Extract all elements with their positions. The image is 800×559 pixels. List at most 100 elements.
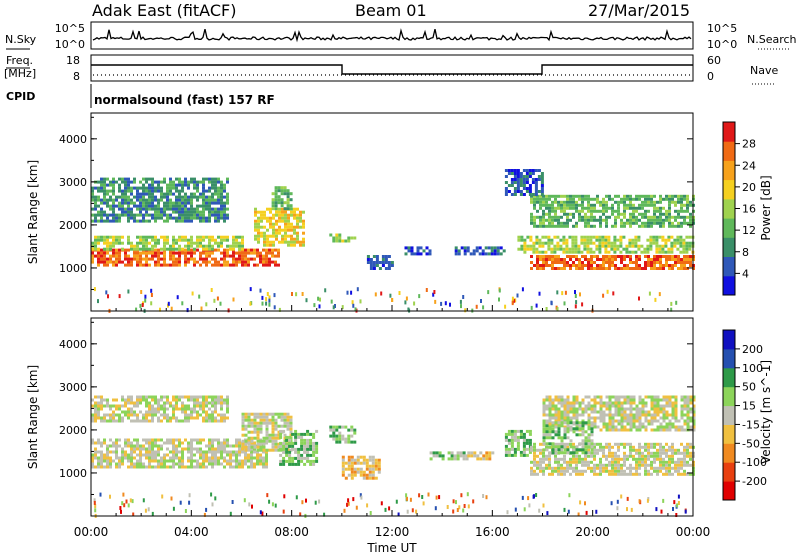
heatmap-cell: [659, 442, 662, 446]
heatmap-cell: [557, 448, 561, 452]
heatmap-cell: [626, 197, 629, 201]
heatmap-cell: [121, 235, 124, 239]
heatmap-cell: [145, 186, 148, 190]
heatmap-cell: [653, 194, 656, 198]
heatmap-cell: [545, 218, 548, 222]
heatmap-cell: [463, 249, 467, 253]
heatmap-cell: [569, 197, 572, 201]
heatmap-cell: [644, 255, 647, 258]
heatmap-cell: [277, 201, 281, 205]
heatmap-cell: [220, 453, 223, 457]
heatmap-cell: [285, 444, 289, 448]
heatmap-cell: [620, 410, 624, 414]
heatmap-cell: [539, 224, 542, 228]
heatmap-cell: [608, 445, 611, 449]
heatmap-cell: [154, 186, 157, 190]
heatmap-cell: [551, 264, 554, 267]
heatmap-cell: [205, 177, 208, 181]
heatmap-cell: [635, 209, 638, 213]
heatmap-cell: [653, 203, 656, 207]
heatmap-cell: [208, 180, 211, 184]
heatmap-cell: [271, 445, 275, 449]
heatmap-cell: [265, 465, 268, 469]
heatmap-cell: [136, 395, 139, 399]
heatmap-cell: [672, 507, 674, 511]
heatmap-cell: [208, 244, 211, 248]
heatmap-cell: [254, 228, 257, 232]
heatmap-cell: [157, 207, 160, 211]
heatmap-cell: [686, 395, 690, 399]
heatmap-cell: [569, 218, 572, 222]
heatmap-cell: [127, 238, 130, 242]
heatmap-cell: [112, 251, 115, 255]
heatmap-cell: [545, 203, 548, 207]
heatmap-cell: [318, 499, 321, 504]
heatmap-cell: [356, 461, 360, 465]
heatmap-cell: [142, 186, 145, 190]
heatmap-cell: [94, 441, 97, 445]
x-tick-label: 20:00: [575, 525, 610, 539]
heatmap-cell: [438, 451, 442, 455]
heatmap-cell: [587, 433, 591, 437]
heatmap-cell: [300, 444, 304, 448]
heatmap-cell: [136, 447, 139, 451]
heatmap-cell: [247, 453, 250, 457]
heatmap-cell: [541, 250, 545, 254]
heatmap-cell: [127, 198, 130, 202]
heatmap-cell: [244, 448, 248, 452]
heatmap-cell: [115, 444, 118, 448]
heatmap-cell: [581, 445, 585, 449]
heatmap-cell: [586, 244, 590, 248]
heatmap-cell: [301, 500, 304, 505]
heatmap-cell: [303, 447, 307, 451]
heatmap-cell: [542, 218, 545, 222]
heatmap-cell: [653, 466, 656, 470]
heatmap-cell: [163, 213, 166, 217]
heatmap-cell: [554, 416, 558, 420]
heatmap-cell: [144, 508, 147, 513]
heatmap-cell: [256, 427, 260, 431]
heatmap-cell: [659, 218, 662, 222]
heatmap-cell: [312, 435, 316, 439]
heatmap-cell: [629, 261, 632, 264]
heatmap-cell: [181, 401, 184, 405]
heatmap-cell: [542, 215, 545, 219]
heatmap-cell: [190, 241, 193, 245]
colorbar-tick-label: 20: [742, 181, 756, 194]
heatmap-cell: [217, 438, 220, 442]
heatmap-cell: [144, 294, 147, 299]
heatmap-cell: [572, 212, 575, 216]
heatmap-cell: [617, 410, 621, 414]
heatmap-cell: [106, 241, 109, 245]
heatmap-cell: [381, 264, 385, 267]
heatmap-cell: [617, 203, 620, 207]
heatmap-cell: [371, 461, 375, 465]
heatmap-cell: [683, 267, 686, 270]
heatmap-cell: [181, 204, 184, 208]
heatmap-cell: [238, 254, 241, 258]
heatmap-cell: [410, 246, 414, 250]
heatmap-cell: [199, 195, 202, 199]
heatmap-cell: [300, 447, 304, 451]
heatmap-cell: [548, 427, 552, 431]
heatmap-cell: [259, 257, 262, 261]
heatmap-cell: [677, 472, 680, 476]
heatmap-cell: [596, 410, 600, 414]
heatmap-cell: [166, 189, 169, 193]
heatmap-cell: [638, 212, 641, 216]
heatmap-cell: [614, 407, 618, 411]
heatmap-cell: [309, 462, 313, 466]
heatmap-cell: [148, 450, 151, 454]
heatmap-cell: [259, 448, 263, 452]
heatmap-cell: [542, 261, 545, 264]
heatmap-cell: [163, 257, 166, 261]
heatmap-cell: [181, 189, 184, 193]
heatmap-cell: [223, 216, 226, 220]
heatmap-cell: [539, 194, 542, 198]
heatmap-cell: [563, 224, 566, 228]
heatmap-cell: [103, 177, 106, 181]
heatmap-cell: [560, 466, 563, 470]
heatmap-cell: [151, 441, 154, 445]
heatmap-cell: [268, 260, 271, 264]
heatmap-cell: [265, 436, 269, 440]
